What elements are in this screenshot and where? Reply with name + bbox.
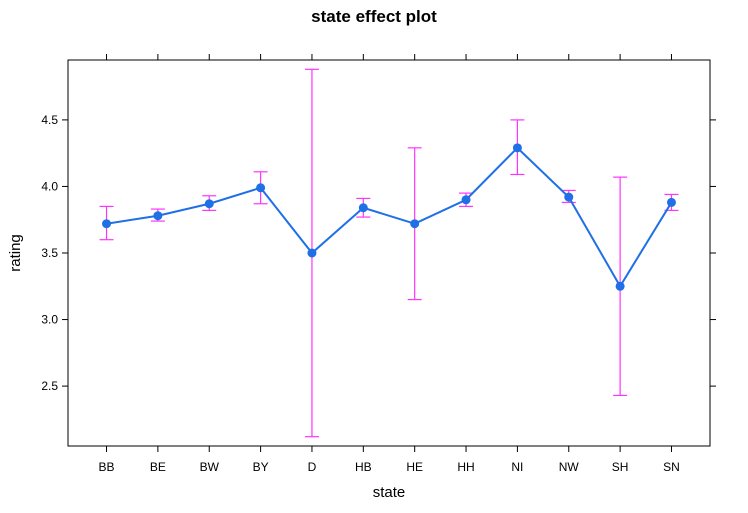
x-tick-label-sn: SN xyxy=(663,460,680,474)
data-point-by xyxy=(256,183,266,193)
y-tick-label-0: 2.5 xyxy=(41,379,58,393)
x-tick-label-be: BE xyxy=(150,460,166,474)
data-point-bb xyxy=(102,219,112,229)
data-point-nw xyxy=(564,192,574,202)
data-point-hh xyxy=(461,195,471,205)
y-axis-label: rating xyxy=(7,234,24,272)
x-tick-label-bb: BB xyxy=(99,460,115,474)
data-point-hb xyxy=(358,203,368,213)
x-tick-label-bw: BW xyxy=(200,460,220,474)
x-tick-label-he: HE xyxy=(406,460,423,474)
x-tick-label-hb: HB xyxy=(355,460,372,474)
y-tick-label-3: 4.0 xyxy=(41,179,58,193)
y-tick-label-4: 4.5 xyxy=(41,113,58,127)
x-tick-label-hh: HH xyxy=(457,460,474,474)
x-axis-ticks: BB BE BW BY D HB HE HH NI NW SH SN xyxy=(99,54,680,474)
x-tick-label-sh: SH xyxy=(612,460,629,474)
x-tick-label-d: D xyxy=(308,460,317,474)
y-tick-label-2: 3.5 xyxy=(41,246,58,260)
x-axis-label: state xyxy=(373,484,406,501)
data-point-ni xyxy=(512,143,522,153)
data-point-sh xyxy=(615,281,625,291)
y-axis-ticks: 2.5 3.0 3.5 4.0 4.5 xyxy=(41,113,716,393)
chart-title: state effect plot xyxy=(311,7,437,26)
series-line xyxy=(106,146,673,289)
y-tick-label-1: 3.0 xyxy=(41,313,58,327)
data-points xyxy=(102,143,676,291)
x-tick-label-ni: NI xyxy=(511,460,523,474)
data-point-d xyxy=(307,248,317,258)
x-tick-label-by: BY xyxy=(253,460,269,474)
error-bars xyxy=(99,68,679,438)
plot-frame xyxy=(67,59,711,447)
x-tick-label-nw: NW xyxy=(559,460,580,474)
data-point-sn xyxy=(666,197,676,207)
data-point-he xyxy=(410,219,420,229)
data-point-bw xyxy=(204,199,214,209)
data-point-be xyxy=(153,211,163,221)
